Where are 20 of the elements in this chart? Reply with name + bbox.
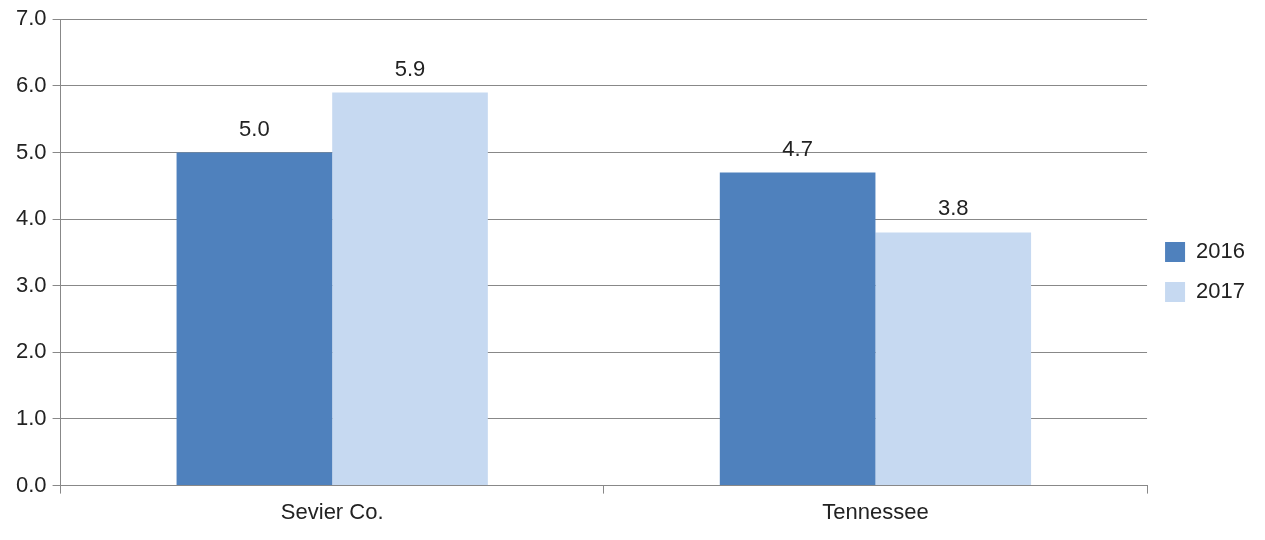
y-tick-label: 1.0 (15, 405, 47, 431)
y-tick-label: 2.0 (15, 338, 47, 364)
bar (719, 172, 876, 486)
data-label: 5.9 (394, 55, 426, 81)
x-tick-label: Tennessee (822, 498, 929, 524)
legend-label: 2016 (1196, 238, 1246, 264)
y-tick-label: 5.0 (15, 138, 47, 164)
y-tick-label: 7.0 (15, 5, 47, 31)
data-label: 5.0 (239, 115, 270, 141)
data-label: 3.8 (937, 195, 969, 221)
bar (332, 92, 488, 486)
bar (176, 152, 333, 486)
y-tick-label: 3.0 (15, 271, 47, 297)
x-tick-label: Sevier Co. (280, 498, 384, 524)
y-tick-label: 6.0 (15, 71, 47, 97)
bar (875, 232, 1032, 486)
y-tick-label: 0.0 (15, 471, 47, 497)
y-tick-label: 4.0 (15, 205, 47, 231)
legend-label: 2017 (1196, 278, 1246, 304)
data-label: 4.7 (782, 135, 813, 161)
